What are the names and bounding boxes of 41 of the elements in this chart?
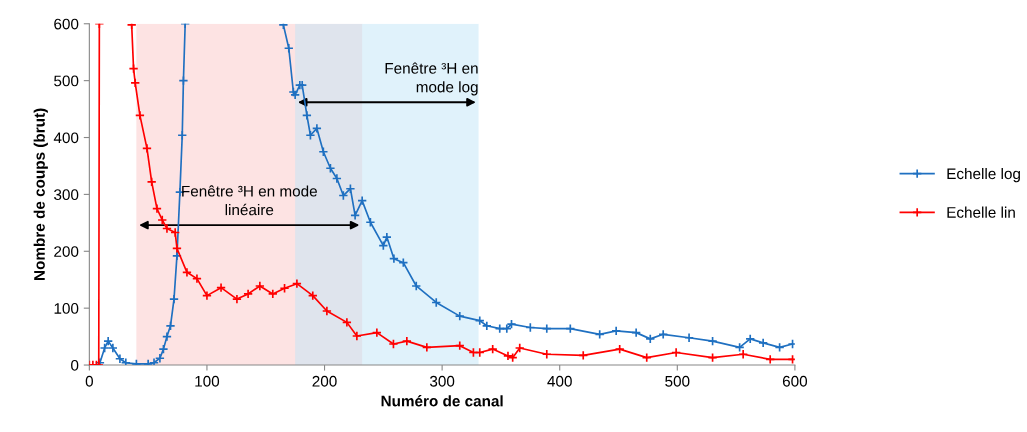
point <box>243 288 254 299</box>
y-tick-label: 400 <box>53 132 79 144</box>
point <box>231 294 242 305</box>
point <box>502 350 513 361</box>
x-axis-title: Numéro de canal <box>381 395 503 407</box>
point <box>614 344 625 355</box>
point <box>254 280 265 291</box>
y-axis-title: Nombre de coups (brut) <box>33 108 48 280</box>
legend-label: Echelle log <box>947 167 1020 183</box>
point <box>401 336 412 347</box>
band-label: Fenêtre ³H en mode linéaire <box>182 185 317 216</box>
point <box>146 176 157 187</box>
point <box>514 342 525 353</box>
y-tick-label: 500 <box>54 75 79 87</box>
y-tick-label: 600 <box>54 18 79 30</box>
y-tick-label: 0 <box>71 359 79 371</box>
point <box>130 77 141 88</box>
point <box>454 340 465 351</box>
point <box>181 267 192 278</box>
point <box>291 278 302 289</box>
x-tick-label: 600 <box>782 375 808 387</box>
legend-label: Echelle lin <box>947 206 1015 218</box>
y-tick-label: 100 <box>54 303 79 314</box>
point <box>738 349 749 360</box>
x-tick-label: 500 <box>665 375 690 387</box>
point <box>321 306 332 317</box>
x-tick-label: 300 <box>429 375 455 387</box>
x-tick-label: 200 <box>312 375 337 387</box>
y-tick-label: 300 <box>54 189 79 201</box>
band-label: Fenêtre ³H en mode log <box>385 62 478 96</box>
point <box>157 214 168 225</box>
point <box>541 349 552 360</box>
point <box>351 331 362 342</box>
x-tick-label: 100 <box>195 375 220 387</box>
point <box>141 143 152 154</box>
x-tick-label: 0 <box>85 375 93 387</box>
point <box>216 282 227 293</box>
point <box>487 344 498 355</box>
x-tick-label: 400 <box>547 375 572 387</box>
point <box>267 288 278 299</box>
y-tick-label: 200 <box>54 246 79 257</box>
